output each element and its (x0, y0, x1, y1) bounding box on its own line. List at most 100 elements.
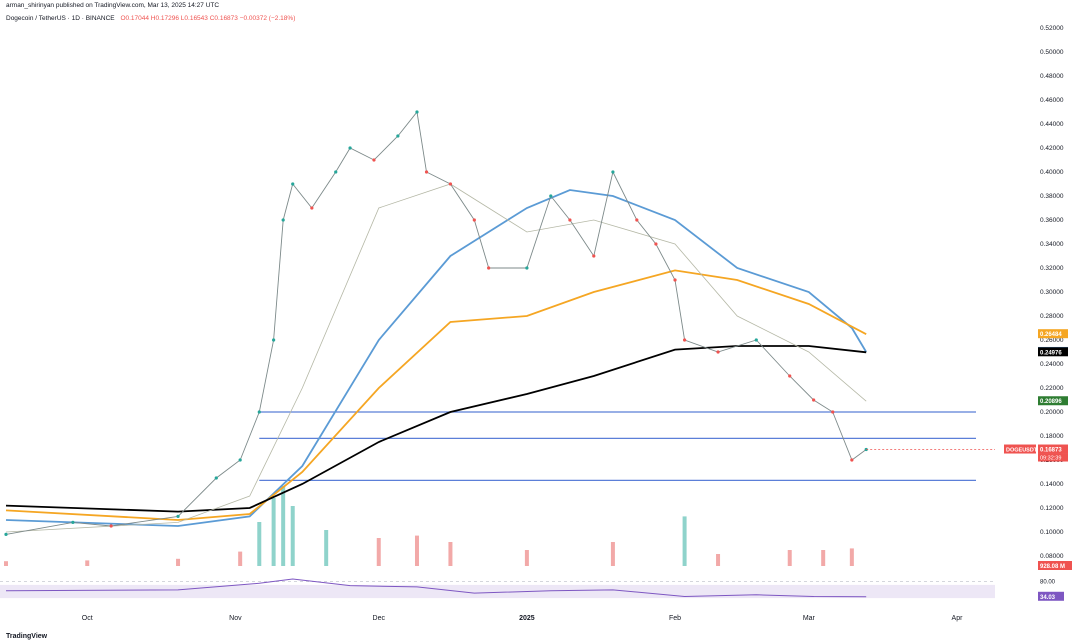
time-tick-label: 2025 (519, 615, 535, 622)
price-tick-label: 0.20000 (1040, 409, 1064, 416)
volume-bar (716, 554, 721, 566)
volume-bar (448, 542, 453, 566)
price-tick-label: 0.14000 (1040, 481, 1064, 488)
moving-average-line[interactable] (5, 269, 867, 521)
price-point[interactable] (525, 266, 529, 270)
price-tick-label: 0.26000 (1040, 337, 1064, 344)
ohlc-values: O0.17044 H0.17296 L0.16543 C0.16873 −0.0… (120, 15, 296, 22)
price-point[interactable] (850, 458, 854, 462)
time-tick-label: Apr (952, 615, 964, 622)
price-tag (1038, 444, 1068, 454)
volume-bar (414, 535, 419, 566)
rsi-value-tag (1038, 591, 1064, 601)
price-tag-label: 0.26484 (1040, 332, 1062, 338)
price-point[interactable] (4, 532, 8, 537)
price-tag (1038, 329, 1068, 339)
volume-bar (238, 551, 243, 566)
price-point[interactable] (372, 158, 376, 162)
price-tick-label: 0.48000 (1040, 73, 1064, 80)
moving-average-line[interactable] (5, 345, 867, 513)
price-point[interactable] (635, 218, 639, 222)
price-point[interactable] (716, 350, 720, 354)
time-tick-label: Nov (229, 615, 242, 622)
volume-bar (281, 486, 286, 566)
price-point[interactable] (257, 410, 261, 414)
price-point[interactable] (348, 146, 352, 150)
time-tick-label: Oct (82, 615, 93, 622)
rsi-value-label: 34.03 (1040, 595, 1056, 601)
price-tick-label: 0.18000 (1040, 433, 1064, 440)
rsi-line[interactable] (5, 578, 867, 598)
price-tick-label: 0.12000 (1040, 505, 1064, 512)
price-close-line[interactable] (5, 110, 867, 535)
symbol-title[interactable]: Dogecoin / TetherUS · 1D · BINANCE (6, 15, 115, 22)
price-tag (1038, 396, 1068, 406)
price-point[interactable] (71, 520, 75, 525)
price-tick-label: 0.50000 (1040, 49, 1064, 56)
price-tick-label: 0.36000 (1040, 217, 1064, 224)
price-tag (1038, 347, 1068, 357)
volume-bar (376, 538, 381, 566)
tradingview-logo: TradingView (6, 633, 48, 640)
price-point[interactable] (682, 338, 687, 342)
price-point[interactable] (176, 514, 180, 519)
price-point[interactable] (272, 338, 276, 342)
symbol-tag-label: DOGEUSDT (1006, 448, 1038, 454)
price-tick-label: 0.24000 (1040, 361, 1064, 368)
moving-average-line[interactable] (5, 189, 867, 527)
volume-bar (849, 548, 854, 566)
price-point[interactable] (281, 218, 285, 222)
price-point[interactable] (831, 410, 835, 414)
price-point[interactable] (396, 134, 400, 138)
price-point[interactable] (568, 218, 572, 222)
rsi-tick-label: 80.00 (1040, 580, 1056, 586)
price-point[interactable] (472, 218, 476, 222)
price-tag-label: 0.24976 (1040, 350, 1062, 356)
price-point[interactable] (487, 266, 491, 270)
volume-bar (682, 516, 687, 566)
rsi-band (0, 584, 995, 599)
price-tick-label: 0.30000 (1040, 289, 1064, 296)
price-tick-label: 0.22000 (1040, 385, 1064, 392)
price-point[interactable] (448, 182, 453, 186)
price-point[interactable] (611, 170, 615, 174)
time-tick-label: Mar (803, 615, 816, 622)
volume-bar (257, 522, 262, 566)
countdown-label: 09:32:39 (1040, 456, 1061, 462)
moving-average-line[interactable] (5, 183, 867, 533)
volume-bar (610, 542, 615, 566)
volume-bar (4, 561, 8, 566)
price-point[interactable] (109, 524, 113, 528)
price-tick-label: 0.52000 (1040, 25, 1064, 32)
time-tick-label: Feb (669, 615, 681, 622)
price-point[interactable] (812, 398, 816, 402)
volume-bar (324, 530, 329, 566)
price-point[interactable] (754, 338, 758, 342)
price-tick-label: 0.38000 (1040, 193, 1064, 200)
price-point[interactable] (654, 242, 658, 246)
volume-bar (290, 506, 295, 566)
price-point[interactable] (334, 170, 338, 174)
price-point[interactable] (549, 194, 553, 198)
price-point[interactable] (415, 110, 419, 114)
volume-bar (271, 498, 276, 566)
price-tick-label: 0.40000 (1040, 169, 1064, 176)
price-point[interactable] (238, 458, 242, 462)
price-tick-label: 0.10000 (1040, 529, 1064, 536)
volume-bar (787, 550, 792, 566)
price-point[interactable] (291, 182, 295, 186)
price-point[interactable] (424, 170, 429, 174)
price-tick-label: 0.42000 (1040, 145, 1064, 152)
price-point[interactable] (214, 476, 218, 480)
volume-bar (85, 560, 90, 566)
price-point[interactable] (788, 374, 792, 378)
time-tick-label: Dec (373, 615, 386, 622)
price-tick-label: 0.46000 (1040, 97, 1064, 104)
price-point[interactable] (673, 278, 677, 282)
price-point[interactable] (592, 254, 596, 258)
volume-value-label: 928.08 M (1040, 564, 1065, 570)
price-tick-label: 0.44000 (1040, 121, 1064, 128)
price-point[interactable] (310, 206, 314, 210)
symbol-tag (1004, 444, 1036, 454)
